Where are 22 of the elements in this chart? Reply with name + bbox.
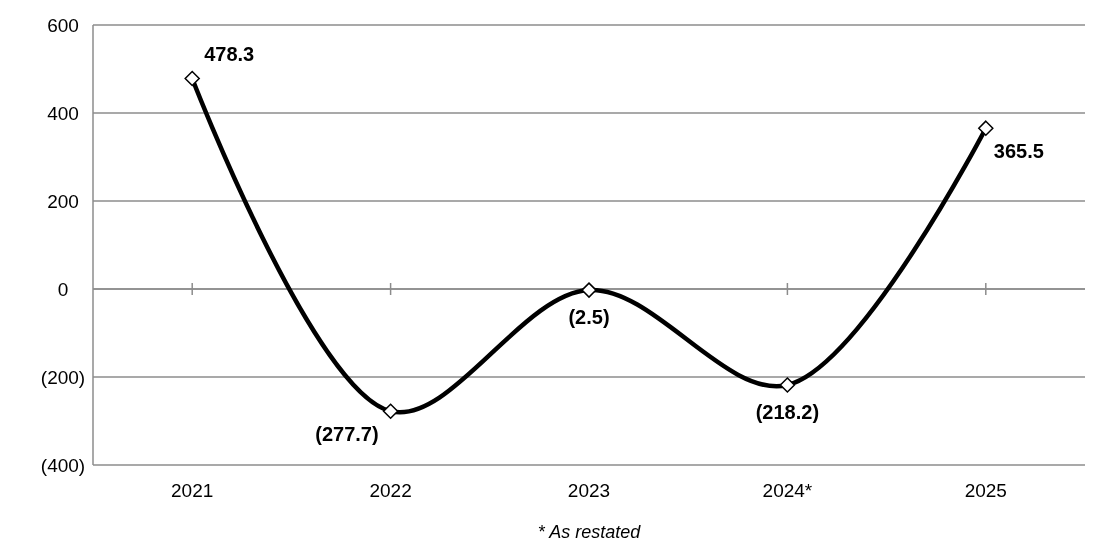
x-tick-label: 2022: [369, 480, 412, 501]
text: * As restated: [537, 522, 642, 542]
data-label: (277.7): [315, 423, 379, 446]
y-tick-label: 0: [57, 278, 69, 300]
data-label: (218.2): [755, 401, 820, 424]
x-tick-label: 2024*: [762, 480, 813, 501]
data-label: (2.5): [568, 306, 610, 329]
x-tick-label: 2023: [567, 480, 611, 501]
y-tick-label: (200): [40, 366, 86, 388]
y-tick-label: 600: [47, 14, 79, 36]
y-tick-label: 200: [47, 190, 79, 212]
data-label: 478.3: [204, 42, 255, 65]
y-tick-label: 400: [47, 102, 79, 124]
data-label: 365.5: [993, 140, 1044, 163]
point: [779, 377, 796, 393]
point: [382, 403, 399, 419]
y-tick-label: (400): [40, 454, 86, 476]
x-tick-label: 2021: [171, 480, 214, 501]
point: [978, 120, 994, 136]
point: [184, 70, 200, 87]
x-tick-label: 2025: [964, 480, 1007, 501]
point: [581, 282, 597, 298]
